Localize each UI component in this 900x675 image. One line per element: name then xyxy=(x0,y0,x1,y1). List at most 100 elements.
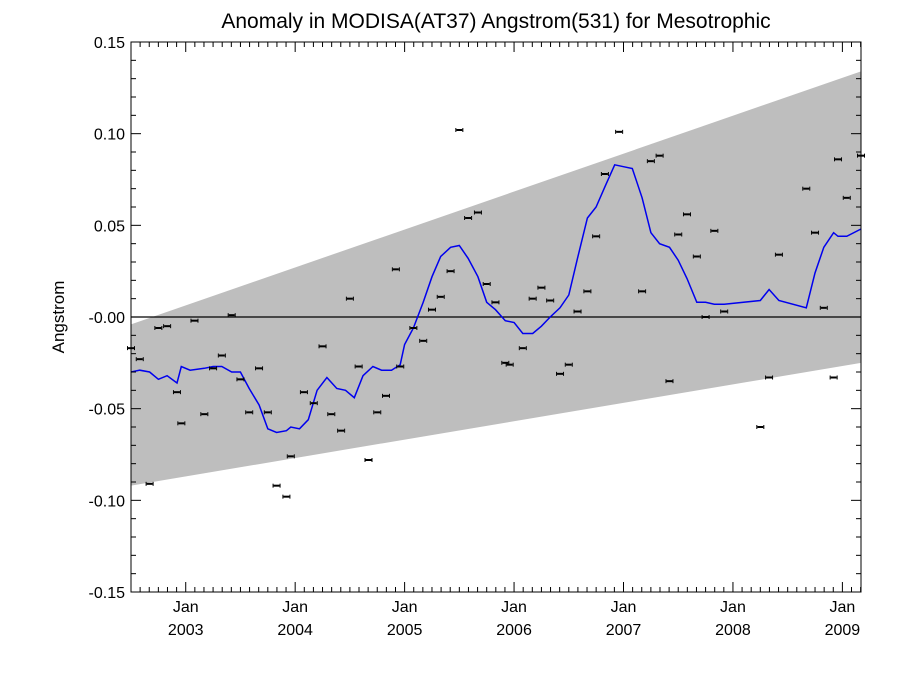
data-point xyxy=(299,390,308,395)
data-point xyxy=(765,375,774,380)
data-point xyxy=(564,362,573,367)
data-point xyxy=(177,421,186,426)
data-point xyxy=(227,313,236,318)
data-point xyxy=(382,393,391,398)
x-tick-month-label: Jan xyxy=(611,599,637,616)
data-point xyxy=(419,338,428,343)
data-points-layer xyxy=(127,128,865,499)
data-point xyxy=(190,318,199,323)
x-tick-year-label: 2009 xyxy=(825,622,861,639)
data-point xyxy=(692,254,701,259)
data-point xyxy=(638,289,647,294)
data-point xyxy=(842,195,851,200)
data-point xyxy=(811,230,820,235)
data-point xyxy=(446,269,455,274)
data-point xyxy=(573,309,582,314)
data-point xyxy=(245,410,254,415)
y-tick-label: -0.05 xyxy=(89,402,126,419)
chart-title: Anomaly in MODISA(AT37) Angstrom(531) fo… xyxy=(221,10,770,33)
data-point xyxy=(834,157,843,162)
data-point xyxy=(546,298,555,303)
x-tick-year-label: 2006 xyxy=(496,622,532,639)
data-point xyxy=(674,232,683,237)
data-point xyxy=(802,186,811,191)
data-point xyxy=(200,412,209,417)
data-point xyxy=(491,300,500,305)
data-point xyxy=(537,285,546,290)
data-point xyxy=(135,357,144,362)
data-point xyxy=(436,294,445,299)
data-point xyxy=(464,216,473,220)
data-point xyxy=(409,326,418,330)
y-tick-label: -0.00 xyxy=(89,310,126,327)
data-point xyxy=(701,315,710,319)
data-point xyxy=(217,353,226,358)
data-point xyxy=(615,129,624,134)
data-point xyxy=(710,228,719,233)
data-point xyxy=(655,153,664,158)
x-tick-year-label: 2005 xyxy=(387,622,423,639)
y-tick-label: 0.10 xyxy=(94,127,125,144)
data-point xyxy=(391,267,400,272)
data-point xyxy=(600,172,609,176)
data-point xyxy=(583,289,592,294)
data-point xyxy=(327,412,336,417)
y-tick-label: 0.15 xyxy=(94,35,125,52)
data-point xyxy=(309,401,318,406)
confidence-band-layer xyxy=(131,71,861,486)
data-point xyxy=(364,458,373,462)
data-point xyxy=(482,282,491,286)
x-tick-month-label: Jan xyxy=(501,599,527,616)
data-point xyxy=(665,379,674,384)
data-point xyxy=(528,296,537,301)
data-point xyxy=(518,346,527,351)
confidence-band xyxy=(131,71,861,486)
data-point xyxy=(354,364,363,369)
data-point xyxy=(209,366,218,371)
y-axis-label: Angstrom xyxy=(49,281,68,354)
data-point xyxy=(154,326,163,330)
data-point xyxy=(337,428,346,433)
x-tick-year-label: 2007 xyxy=(606,622,642,639)
data-point xyxy=(272,483,281,488)
data-point xyxy=(172,390,181,395)
x-tick-year-label: 2003 xyxy=(168,622,204,639)
data-point xyxy=(345,296,354,301)
data-point xyxy=(255,366,264,371)
data-point xyxy=(505,362,514,367)
smoothed-anomaly-line xyxy=(130,163,862,434)
data-point xyxy=(282,494,291,499)
data-point xyxy=(286,454,295,459)
data-point xyxy=(829,375,838,380)
x-tick-month-label: Jan xyxy=(829,599,855,616)
data-point xyxy=(720,309,729,314)
x-tick-year-label: 2008 xyxy=(715,622,751,639)
x-tick-month-label: Jan xyxy=(173,599,199,616)
data-point xyxy=(145,481,154,486)
data-point xyxy=(682,212,691,217)
data-point xyxy=(455,128,464,132)
data-point xyxy=(396,364,405,369)
y-tick-label: 0.05 xyxy=(94,218,125,235)
data-point xyxy=(556,371,565,376)
x-tick-month-label: Jan xyxy=(282,599,308,616)
data-point xyxy=(473,210,482,215)
data-point xyxy=(756,425,765,429)
y-tick-label: -0.15 xyxy=(89,585,126,602)
data-point xyxy=(373,410,382,415)
smoothed-line-layer xyxy=(130,163,862,434)
data-point xyxy=(163,324,172,329)
x-tick-year-label: 2004 xyxy=(277,622,313,639)
data-point xyxy=(646,159,655,164)
data-point xyxy=(819,305,828,310)
data-point xyxy=(236,377,245,382)
x-tick-month-label: Jan xyxy=(392,599,418,616)
data-point xyxy=(774,252,783,257)
y-tick-label: -0.10 xyxy=(89,493,126,510)
data-point xyxy=(318,344,327,349)
data-point xyxy=(427,307,436,312)
x-tick-month-label: Jan xyxy=(720,599,746,616)
data-point xyxy=(592,234,601,239)
data-point xyxy=(263,410,272,415)
